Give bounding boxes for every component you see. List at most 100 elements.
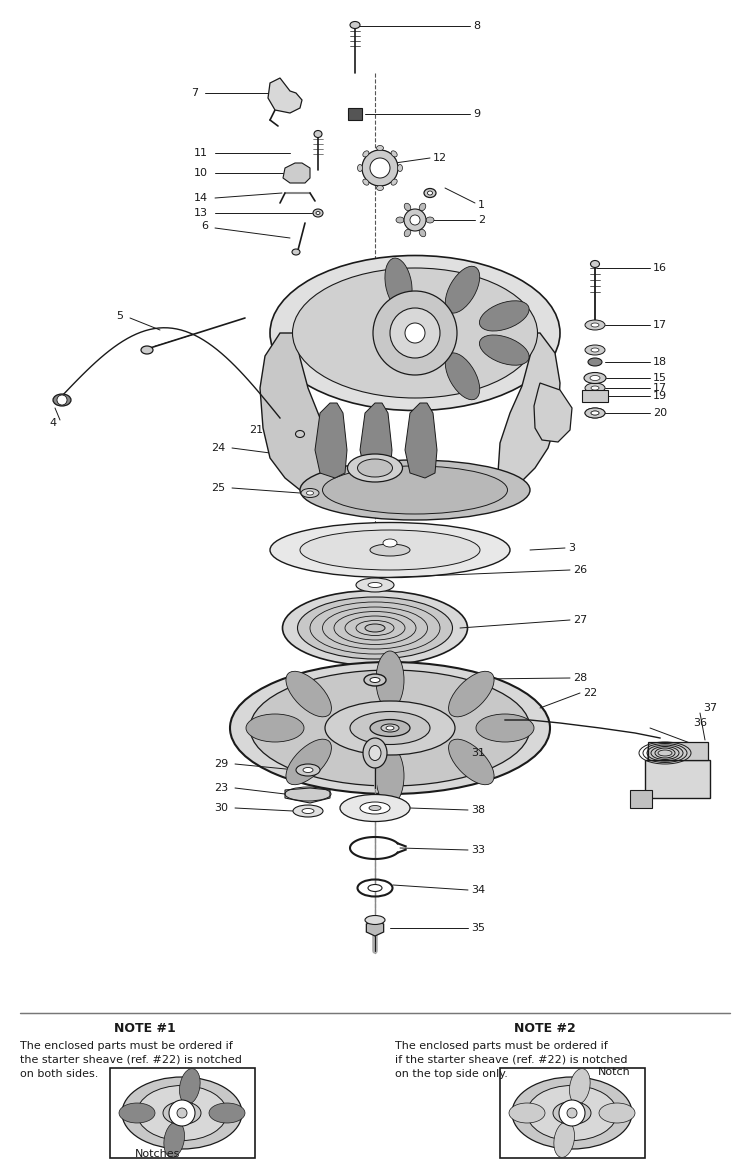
Ellipse shape xyxy=(590,375,600,381)
Text: 13: 13 xyxy=(194,208,208,218)
Ellipse shape xyxy=(358,459,392,477)
Bar xyxy=(630,790,652,808)
Circle shape xyxy=(559,1100,585,1126)
Text: 16: 16 xyxy=(653,263,667,273)
Text: the starter sheave (ref. #22) is notched: the starter sheave (ref. #22) is notched xyxy=(20,1055,242,1065)
Ellipse shape xyxy=(283,591,467,666)
Ellipse shape xyxy=(427,192,433,195)
Ellipse shape xyxy=(591,348,599,352)
Ellipse shape xyxy=(553,1101,591,1125)
Polygon shape xyxy=(283,164,310,183)
Ellipse shape xyxy=(590,260,599,267)
Text: 22: 22 xyxy=(583,688,597,698)
Circle shape xyxy=(404,209,426,231)
Text: 27: 27 xyxy=(573,616,587,625)
Polygon shape xyxy=(405,403,437,478)
Text: 12: 12 xyxy=(433,153,447,164)
Text: 18: 18 xyxy=(653,357,668,367)
Text: 38: 38 xyxy=(471,805,485,815)
Ellipse shape xyxy=(363,738,387,769)
Ellipse shape xyxy=(230,662,550,794)
Ellipse shape xyxy=(386,726,394,730)
Ellipse shape xyxy=(446,353,480,399)
Ellipse shape xyxy=(179,1069,200,1104)
Text: 31: 31 xyxy=(471,748,485,758)
Circle shape xyxy=(177,1108,187,1118)
Text: 20: 20 xyxy=(653,408,668,418)
Bar xyxy=(582,390,608,402)
Ellipse shape xyxy=(476,714,534,742)
Ellipse shape xyxy=(163,1101,201,1125)
Text: 7: 7 xyxy=(190,88,198,98)
Text: 19: 19 xyxy=(653,391,668,401)
Text: 1: 1 xyxy=(478,200,485,210)
Ellipse shape xyxy=(298,597,452,659)
Circle shape xyxy=(390,308,440,359)
Ellipse shape xyxy=(164,1121,184,1157)
Ellipse shape xyxy=(385,258,412,310)
Polygon shape xyxy=(268,78,302,113)
Ellipse shape xyxy=(302,808,314,813)
Ellipse shape xyxy=(381,724,399,732)
Text: 17: 17 xyxy=(653,383,668,392)
Ellipse shape xyxy=(391,179,398,186)
Ellipse shape xyxy=(347,454,403,482)
Ellipse shape xyxy=(303,767,313,772)
Ellipse shape xyxy=(585,320,605,331)
Ellipse shape xyxy=(301,488,319,498)
Ellipse shape xyxy=(119,1103,155,1122)
Ellipse shape xyxy=(376,651,404,709)
Bar xyxy=(500,1068,645,1157)
Ellipse shape xyxy=(270,256,560,410)
Text: 3: 3 xyxy=(568,543,575,552)
Text: 10: 10 xyxy=(194,168,208,178)
Ellipse shape xyxy=(591,385,599,390)
Ellipse shape xyxy=(325,701,455,755)
Ellipse shape xyxy=(658,750,672,756)
Text: The enclosed parts must be ordered if: The enclosed parts must be ordered if xyxy=(20,1041,232,1051)
Ellipse shape xyxy=(591,324,599,327)
Ellipse shape xyxy=(365,916,385,925)
Ellipse shape xyxy=(307,491,314,495)
Ellipse shape xyxy=(246,714,304,742)
Ellipse shape xyxy=(296,431,304,438)
Bar xyxy=(648,742,708,760)
Ellipse shape xyxy=(588,359,602,366)
Ellipse shape xyxy=(554,1121,574,1157)
Text: 33: 33 xyxy=(471,844,485,855)
Ellipse shape xyxy=(350,21,360,28)
Text: NOTE #1: NOTE #1 xyxy=(114,1022,176,1035)
Ellipse shape xyxy=(363,151,369,157)
Ellipse shape xyxy=(292,249,300,255)
Circle shape xyxy=(567,1108,577,1118)
Ellipse shape xyxy=(569,1069,590,1104)
Ellipse shape xyxy=(391,151,398,157)
Polygon shape xyxy=(260,333,330,498)
Ellipse shape xyxy=(369,806,381,811)
Ellipse shape xyxy=(122,1077,242,1149)
Ellipse shape xyxy=(424,188,436,197)
Ellipse shape xyxy=(370,544,410,556)
Text: 25: 25 xyxy=(211,484,225,493)
Ellipse shape xyxy=(419,229,426,237)
Text: 34: 34 xyxy=(471,885,485,895)
Ellipse shape xyxy=(313,209,323,217)
Bar xyxy=(348,107,362,120)
Ellipse shape xyxy=(419,203,426,210)
Polygon shape xyxy=(534,383,572,442)
Text: on the top side only.: on the top side only. xyxy=(395,1069,508,1079)
Ellipse shape xyxy=(527,1085,617,1140)
Bar xyxy=(645,760,710,798)
Ellipse shape xyxy=(448,739,494,785)
Text: 15: 15 xyxy=(653,373,667,383)
Ellipse shape xyxy=(286,739,332,785)
Ellipse shape xyxy=(370,677,380,682)
Ellipse shape xyxy=(209,1103,245,1122)
Polygon shape xyxy=(360,403,392,478)
Text: Notch: Notch xyxy=(598,1068,631,1077)
Polygon shape xyxy=(285,788,330,804)
Text: 4: 4 xyxy=(50,418,56,427)
Ellipse shape xyxy=(479,335,529,366)
Ellipse shape xyxy=(314,131,322,138)
Ellipse shape xyxy=(364,674,386,686)
